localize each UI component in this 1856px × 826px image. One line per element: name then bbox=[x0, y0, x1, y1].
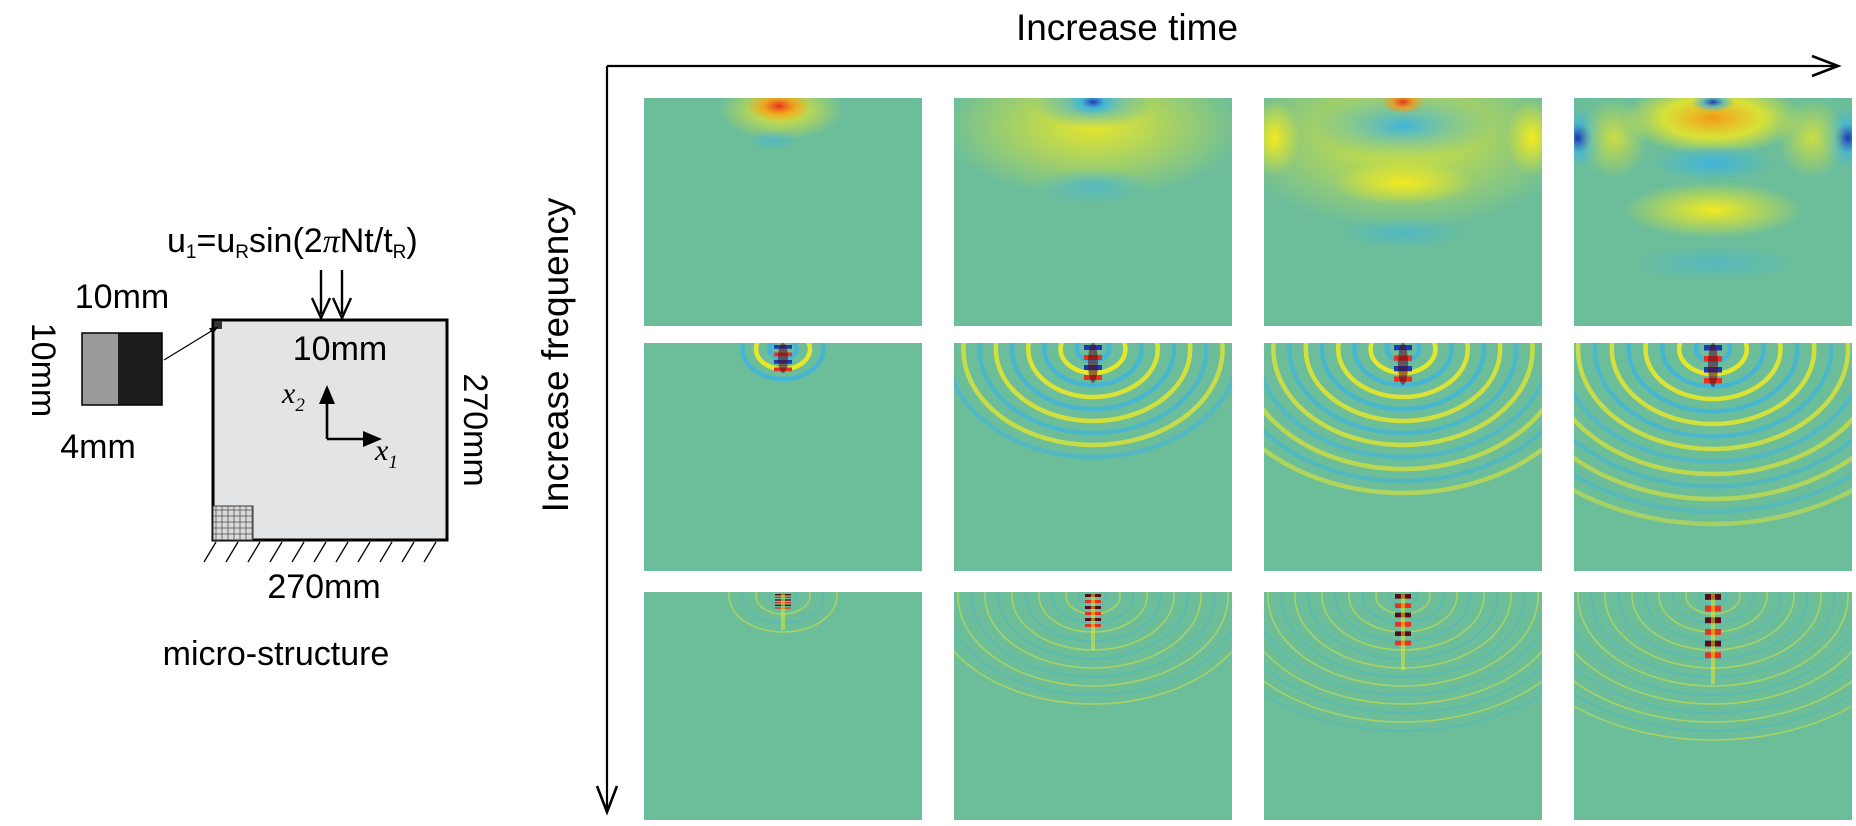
time-axis-label: Increase time bbox=[1016, 7, 1238, 48]
axis-x1-label: x1 bbox=[374, 434, 398, 473]
hatch-line bbox=[379, 541, 393, 563]
wave-panel-r3-c3 bbox=[1264, 592, 1542, 820]
zoom-leader bbox=[163, 326, 219, 361]
wave-panel-grid bbox=[644, 98, 1852, 820]
unit-cell bbox=[81, 332, 163, 406]
wave-panel-r3-c4 bbox=[1574, 592, 1852, 820]
hatch-line bbox=[291, 541, 305, 563]
wave-panel-r1-c4 bbox=[1574, 98, 1852, 326]
frequency-axis bbox=[595, 66, 619, 816]
inclusion-width-label: 4mm bbox=[60, 428, 136, 466]
hatch-line bbox=[357, 541, 371, 563]
corner-cell bbox=[214, 321, 222, 329]
domain-square bbox=[211, 318, 449, 542]
wave-panel-r2-c1 bbox=[644, 343, 922, 571]
micro-structure-caption: micro-structure bbox=[163, 635, 390, 673]
frequency-axis-label: Increase frequency bbox=[535, 197, 576, 512]
wave-panel-r3-c2 bbox=[954, 592, 1232, 820]
load-width-label: 10mm bbox=[293, 330, 387, 368]
wave-panel-r2-c3 bbox=[1264, 343, 1542, 571]
load-arrows bbox=[310, 270, 353, 321]
load-equation: u1=uRsin(2πNt/tR) bbox=[167, 222, 418, 263]
time-axis bbox=[607, 54, 1842, 78]
hatch-line bbox=[313, 541, 327, 563]
wave-panel-r2-c4 bbox=[1574, 343, 1852, 571]
cell-width-label: 10mm bbox=[75, 278, 169, 316]
wave-panel-r1-c3 bbox=[1264, 98, 1542, 326]
hatch-line bbox=[335, 541, 349, 563]
domain-height-label: 270mm bbox=[456, 373, 494, 486]
cell-height-label: 10mm bbox=[24, 323, 62, 417]
hatch-line bbox=[401, 541, 415, 563]
wave-panel-r1-c2 bbox=[954, 98, 1232, 326]
fixed-support-hatching bbox=[203, 541, 437, 563]
schematic: u1=uRsin(2πNt/tR) 10mm x2 x1 270mm bbox=[24, 222, 494, 673]
hatch-line bbox=[269, 541, 283, 563]
wave-panel-r2-c2 bbox=[954, 343, 1232, 571]
mesh-detail bbox=[212, 505, 254, 541]
domain-width-label: 270mm bbox=[267, 568, 380, 606]
hatch-line bbox=[203, 541, 217, 563]
hatch-line bbox=[225, 541, 239, 563]
wave-panel-r1-c1 bbox=[644, 98, 922, 326]
hatch-line bbox=[423, 541, 437, 563]
wave-panel-r3-c1 bbox=[644, 592, 922, 820]
coordinate-axes bbox=[319, 385, 382, 447]
axis-x2-label: x2 bbox=[281, 377, 305, 416]
hatch-line bbox=[247, 541, 261, 563]
